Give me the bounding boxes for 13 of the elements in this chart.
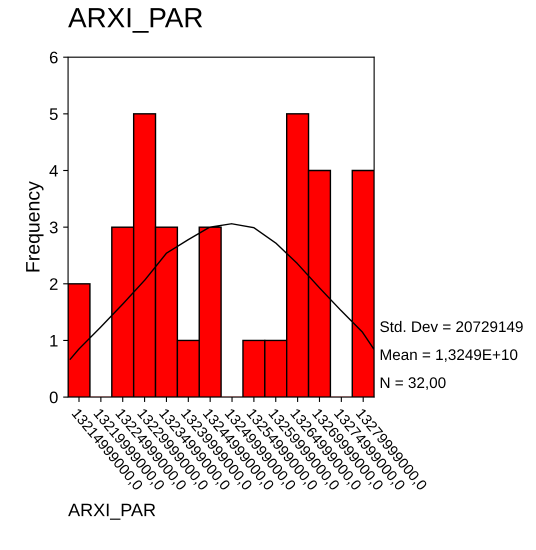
y-tick-label: 3 xyxy=(50,222,58,234)
text: Std. Dev = 20729149 xyxy=(380,320,523,332)
y-tick-label: 1 xyxy=(50,335,58,346)
x-axis-title: ARXI_PAR xyxy=(68,504,156,520)
y-tick-label: 6 xyxy=(50,52,58,64)
text: N = 32,00 xyxy=(380,377,446,390)
y-axis-title: Frequency xyxy=(26,181,44,272)
text: Mean = 1,3249E+10 xyxy=(380,349,518,362)
y-tick-label: 0 xyxy=(50,392,58,404)
y-tick-label: 4 xyxy=(49,165,58,177)
chart-title: ARXI_PAR xyxy=(68,8,202,33)
y-tick-label: 5 xyxy=(50,108,58,120)
y-tick-label: 2 xyxy=(50,278,58,290)
